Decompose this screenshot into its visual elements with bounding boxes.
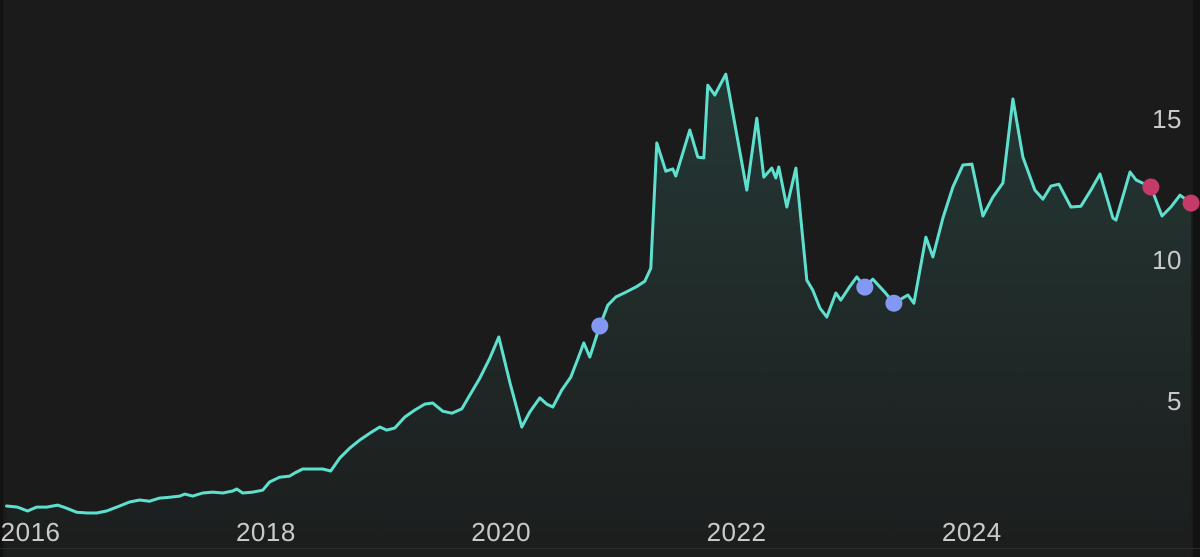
right-edge-strip xyxy=(1193,0,1200,557)
event-marker-blue-dot[interactable] xyxy=(885,294,903,312)
left-edge-strip xyxy=(0,0,3,557)
event-marker-blue-dot[interactable] xyxy=(856,278,874,296)
event-marker-blue-dot[interactable] xyxy=(591,317,609,335)
price-area-fill xyxy=(6,74,1192,557)
event-marker-pink-dot[interactable] xyxy=(1182,194,1200,212)
event-marker-pink-dot[interactable] xyxy=(1142,178,1160,196)
price-line xyxy=(5,72,1193,515)
